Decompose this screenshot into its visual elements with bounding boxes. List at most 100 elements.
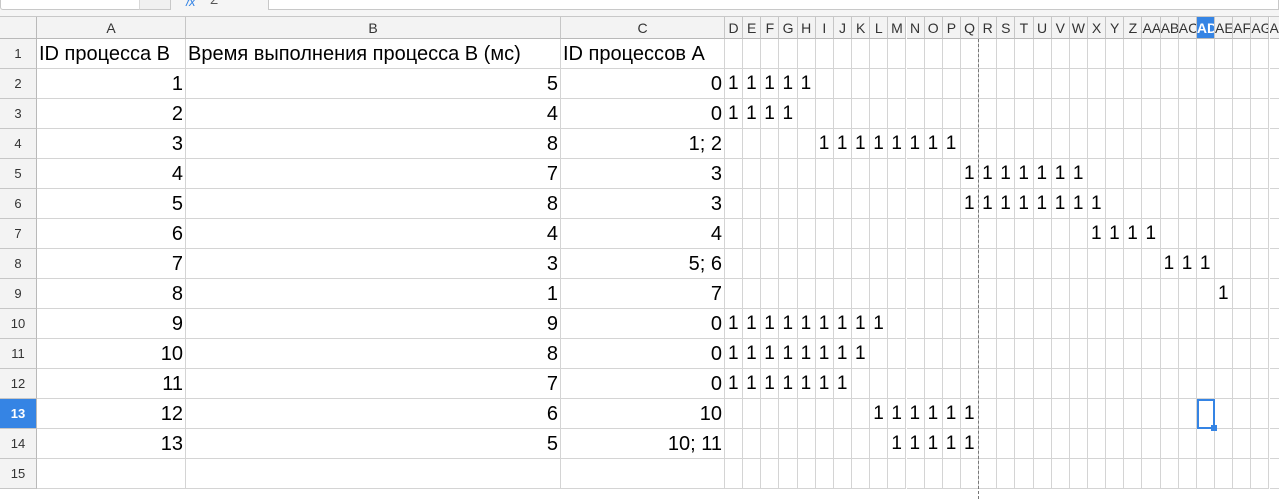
cell-y6[interactable] [1106,189,1124,219]
cell-x12[interactable] [1088,369,1106,399]
cell-t14[interactable] [1015,429,1033,459]
cell-ah7[interactable] [1270,219,1279,249]
schedule-mark-cell[interactable]: 1 [979,159,997,189]
cell-w12[interactable] [1070,369,1088,399]
exec-time-cell[interactable]: 9 [186,309,561,339]
cell-aa4[interactable] [1142,129,1160,159]
function-wizard-icon[interactable]: 𝑓x [185,0,196,10]
cell-ad4[interactable] [1197,129,1215,159]
schedule-mark-cell[interactable]: 1 [907,129,925,159]
cell-p15[interactable] [943,459,961,489]
cell-o12[interactable] [925,369,943,399]
process-id-cell[interactable]: 5 [37,189,186,219]
schedule-mark-cell[interactable]: 1 [1070,189,1088,219]
cell-o9[interactable] [925,279,943,309]
cell-aa8[interactable] [1142,249,1160,279]
schedule-mark-cell[interactable]: 1 [743,339,761,369]
cell-y15[interactable] [1106,459,1124,489]
cell-aa2[interactable] [1142,69,1160,99]
cell-w8[interactable] [1070,249,1088,279]
cell-ag13[interactable] [1251,399,1269,429]
schedule-mark-cell[interactable]: 1 [779,309,797,339]
cell-af5[interactable] [1233,159,1251,189]
cell-p3[interactable] [943,99,961,129]
cell-s8[interactable] [997,249,1015,279]
cell-w7[interactable] [1070,219,1088,249]
schedule-mark-cell[interactable]: 1 [1034,189,1052,219]
cell-j15[interactable] [834,459,852,489]
cell-d13[interactable] [725,399,743,429]
cell-g13[interactable] [779,399,797,429]
cell-t7[interactable] [1015,219,1033,249]
cell-t2[interactable] [1015,69,1033,99]
cell-af4[interactable] [1233,129,1251,159]
cell-af1[interactable] [1233,39,1251,69]
cell-v2[interactable] [1052,69,1070,99]
sum-icon[interactable]: Σ [210,0,218,7]
cell-ae11[interactable] [1215,339,1233,369]
cell-k6[interactable] [852,189,870,219]
cell-z1[interactable] [1124,39,1142,69]
cell-p8[interactable] [943,249,961,279]
cell-ac14[interactable] [1179,429,1197,459]
schedule-mark-cell[interactable]: 1 [961,399,979,429]
cell-ab9[interactable] [1161,279,1179,309]
cell-r1[interactable] [979,39,997,69]
cell-t8[interactable] [1015,249,1033,279]
schedule-mark-cell[interactable]: 1 [925,429,943,459]
cell-h9[interactable] [798,279,816,309]
cell-v3[interactable] [1052,99,1070,129]
cell-aa10[interactable] [1142,309,1160,339]
cell-r2[interactable] [979,69,997,99]
row-header-9[interactable]: 9 [0,279,37,309]
row-header-6[interactable]: 6 [0,189,37,219]
cell-r15[interactable] [979,459,997,489]
cell-ag9[interactable] [1251,279,1269,309]
cell-y3[interactable] [1106,99,1124,129]
cell-e9[interactable] [743,279,761,309]
cell-o11[interactable] [925,339,943,369]
cell-r8[interactable] [979,249,997,279]
column-header-l[interactable]: L [870,17,888,39]
cell-s1[interactable] [997,39,1015,69]
cell-ad9[interactable] [1197,279,1215,309]
cell-h8[interactable] [798,249,816,279]
cell-ae12[interactable] [1215,369,1233,399]
cell-ae13[interactable] [1215,399,1233,429]
cell-af8[interactable] [1233,249,1251,279]
row-header-8[interactable]: 8 [0,249,37,279]
cell-t9[interactable] [1015,279,1033,309]
cell-s14[interactable] [997,429,1015,459]
process-id-cell[interactable]: 8 [37,279,186,309]
cell-aa12[interactable] [1142,369,1160,399]
cell-ag11[interactable] [1251,339,1269,369]
schedule-mark-cell[interactable]: 1 [961,189,979,219]
cell-u2[interactable] [1034,69,1052,99]
cell-q3[interactable] [961,99,979,129]
cell-t12[interactable] [1015,369,1033,399]
dependency-cell[interactable]: 0 [561,369,725,399]
cell-l6[interactable] [870,189,888,219]
cell-ab6[interactable] [1161,189,1179,219]
cell-k8[interactable] [852,249,870,279]
cell-l7[interactable] [870,219,888,249]
column-header-ac[interactable]: AC [1179,17,1197,39]
cell-g14[interactable] [779,429,797,459]
schedule-mark-cell[interactable]: 1 [834,309,852,339]
cell-y10[interactable] [1106,309,1124,339]
cell-d4[interactable] [725,129,743,159]
cell-ae5[interactable] [1215,159,1233,189]
cell-y9[interactable] [1106,279,1124,309]
cell-n8[interactable] [907,249,925,279]
cell-n1[interactable] [907,39,925,69]
exec-time-cell[interactable]: 8 [186,339,561,369]
cell-ad3[interactable] [1197,99,1215,129]
cell-e4[interactable] [743,129,761,159]
row-header-12[interactable]: 12 [0,369,37,399]
cell-ah9[interactable] [1270,279,1279,309]
cell-u12[interactable] [1034,369,1052,399]
cell-k9[interactable] [852,279,870,309]
column-header-y[interactable]: Y [1106,17,1124,39]
schedule-mark-cell[interactable]: 1 [761,339,779,369]
cell-x5[interactable] [1088,159,1106,189]
